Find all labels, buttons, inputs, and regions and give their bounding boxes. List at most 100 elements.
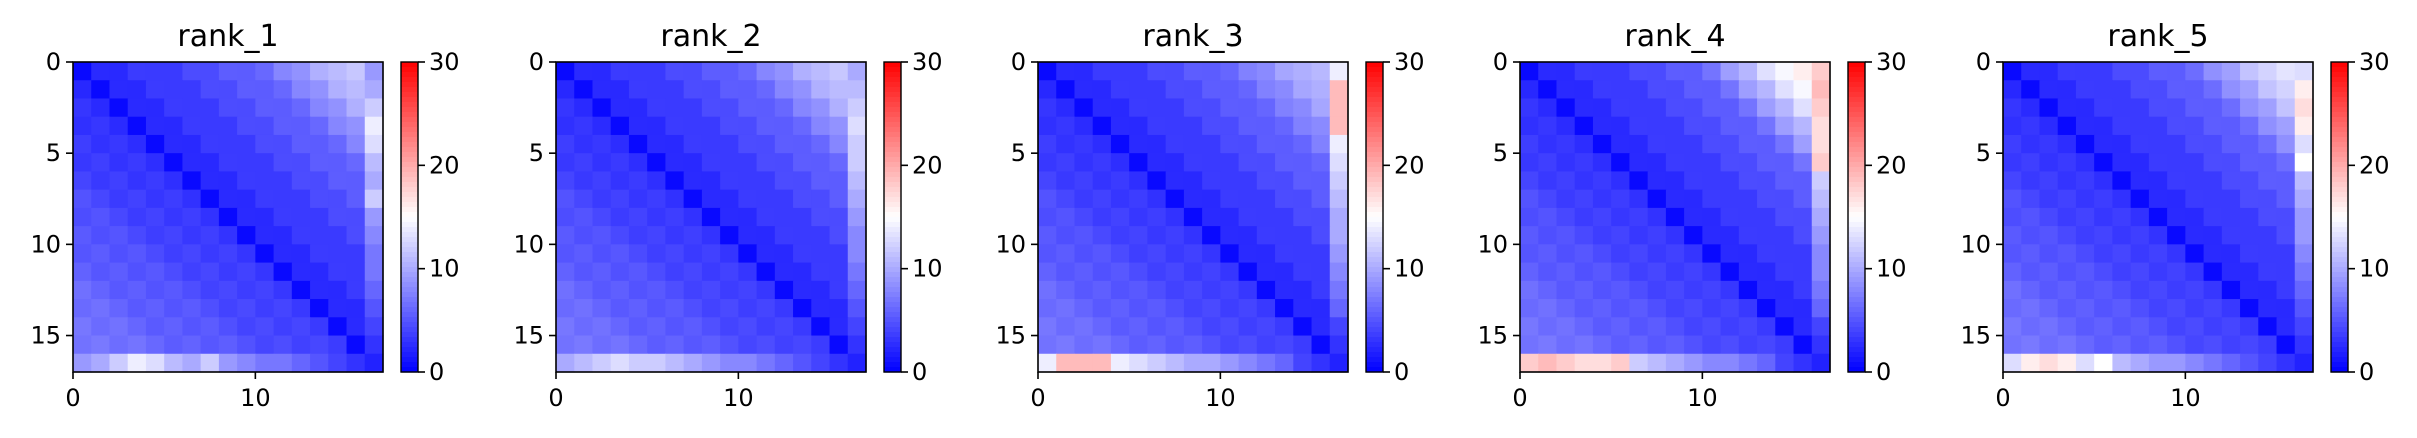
heatmap-cell xyxy=(1592,116,1612,136)
heatmap-cell xyxy=(328,335,348,355)
heatmap-cell xyxy=(1092,171,1112,191)
heatmap-cell xyxy=(1520,207,1539,227)
heatmap-cell xyxy=(1165,98,1185,118)
heatmap-cell xyxy=(1092,335,1112,355)
heatmap-cell xyxy=(1702,317,1722,337)
colorbar-segment xyxy=(401,122,418,128)
heatmap-cell xyxy=(73,244,92,264)
heatmap-cell xyxy=(127,171,147,191)
heatmap-cell xyxy=(2057,171,2077,191)
colorbar-segment xyxy=(884,172,901,178)
panel-title: rank_3 xyxy=(1142,19,1243,54)
heatmap-cell xyxy=(1092,62,1112,81)
heatmap-cell xyxy=(1074,171,1094,191)
heatmap-cell xyxy=(2240,299,2259,318)
heatmap-cell xyxy=(1092,134,1112,154)
colorbar-segment xyxy=(2331,302,2348,308)
heatmap-cell xyxy=(628,98,648,118)
heatmap-cell xyxy=(2021,226,2041,245)
heatmap-cell xyxy=(1556,153,1576,173)
heatmap-cell xyxy=(1220,153,1240,173)
colorbar-segment xyxy=(1848,62,1865,68)
heatmap-cell xyxy=(328,134,348,154)
heatmap-cell xyxy=(2039,299,2059,318)
heatmap-cell xyxy=(2276,353,2296,373)
heatmap-cell xyxy=(1556,189,1576,209)
heatmap-cell xyxy=(2130,189,2150,209)
heatmap-cell xyxy=(1811,80,1831,100)
heatmap-cell xyxy=(2057,262,2077,282)
heatmap-cell xyxy=(1611,207,1631,227)
colorbar-segment xyxy=(2331,332,2348,338)
heatmap-cell xyxy=(1574,134,1594,154)
heatmap-cell xyxy=(1665,299,1685,318)
heatmap-cell xyxy=(592,244,612,264)
heatmap-cell xyxy=(1665,262,1685,282)
heatmap-cell xyxy=(1074,280,1094,300)
heatmap-cell xyxy=(1220,134,1240,154)
heatmap-cell xyxy=(1793,280,1813,300)
heatmap-cell xyxy=(1556,80,1576,100)
heatmap-cell xyxy=(346,189,366,209)
heatmap-cell xyxy=(2057,153,2077,173)
heatmap-cell xyxy=(291,244,311,264)
y-tick-label: 5 xyxy=(46,139,61,167)
colorbar-segment xyxy=(1848,97,1865,103)
heatmap-cell xyxy=(574,116,594,136)
heatmap-cell xyxy=(610,207,630,227)
plot-frame xyxy=(72,61,384,373)
heatmap-cell xyxy=(2258,335,2278,355)
heatmap-cell xyxy=(1647,134,1667,154)
heatmap-cell xyxy=(847,116,867,136)
heatmap-cell xyxy=(2021,98,2041,118)
y-tick-label: 15 xyxy=(1477,322,1508,350)
heatmap-cell xyxy=(647,299,667,318)
colorbar-segment xyxy=(401,192,418,198)
heatmap-cell xyxy=(2094,280,2114,300)
colorbar-segment xyxy=(401,252,418,258)
colorbar-segment xyxy=(1848,287,1865,293)
heatmap-cell xyxy=(1329,244,1349,264)
heatmap-cell xyxy=(2057,299,2077,318)
colorbar-segment xyxy=(1848,237,1865,243)
heatmap-cell xyxy=(2203,226,2223,245)
colorbar-segment xyxy=(401,67,418,73)
heatmap-cell xyxy=(2167,98,2186,118)
heatmap-cell xyxy=(2240,207,2259,227)
heatmap-cell xyxy=(2094,317,2114,337)
colorbar-segment xyxy=(2331,197,2348,203)
heatmap-cell xyxy=(829,299,849,318)
colorbar-tick-label: 0 xyxy=(2359,358,2374,386)
heatmap-cell xyxy=(1056,335,1076,355)
heatmap-cell xyxy=(1811,335,1831,355)
heatmap-cell xyxy=(145,207,165,227)
heatmap-cell xyxy=(1129,189,1149,209)
heatmap-cell xyxy=(1329,280,1349,300)
heatmap-cell xyxy=(291,335,311,355)
colorbar-segment xyxy=(401,287,418,293)
colorbar-segment xyxy=(2331,212,2348,218)
heatmap-cell xyxy=(1793,80,1813,100)
heatmap-cell xyxy=(328,280,348,300)
heatmap-cell xyxy=(2148,207,2168,227)
heatmap-cell xyxy=(1311,189,1331,209)
heatmap-cell xyxy=(2167,317,2186,337)
heatmap-cell xyxy=(592,98,612,118)
heatmap-cell xyxy=(1757,207,1776,227)
heatmap-cell xyxy=(2094,98,2114,118)
heatmap-cell xyxy=(1056,171,1076,191)
colorbar-segment xyxy=(884,367,901,373)
heatmap-cell xyxy=(2294,317,2314,337)
heatmap-cell xyxy=(2258,244,2278,264)
heatmap-cell xyxy=(1738,353,1758,373)
heatmap-cell xyxy=(237,244,256,264)
heatmap-cell xyxy=(610,335,630,355)
heatmap-cell xyxy=(2094,262,2114,282)
heatmap-cell xyxy=(237,80,256,100)
heatmap-cell xyxy=(592,335,612,355)
heatmap-cell xyxy=(218,134,238,154)
heatmap-cell xyxy=(2294,207,2314,227)
colorbar-segment xyxy=(1848,87,1865,93)
heatmap-cell xyxy=(756,280,776,300)
heatmap-cell xyxy=(2203,134,2223,154)
